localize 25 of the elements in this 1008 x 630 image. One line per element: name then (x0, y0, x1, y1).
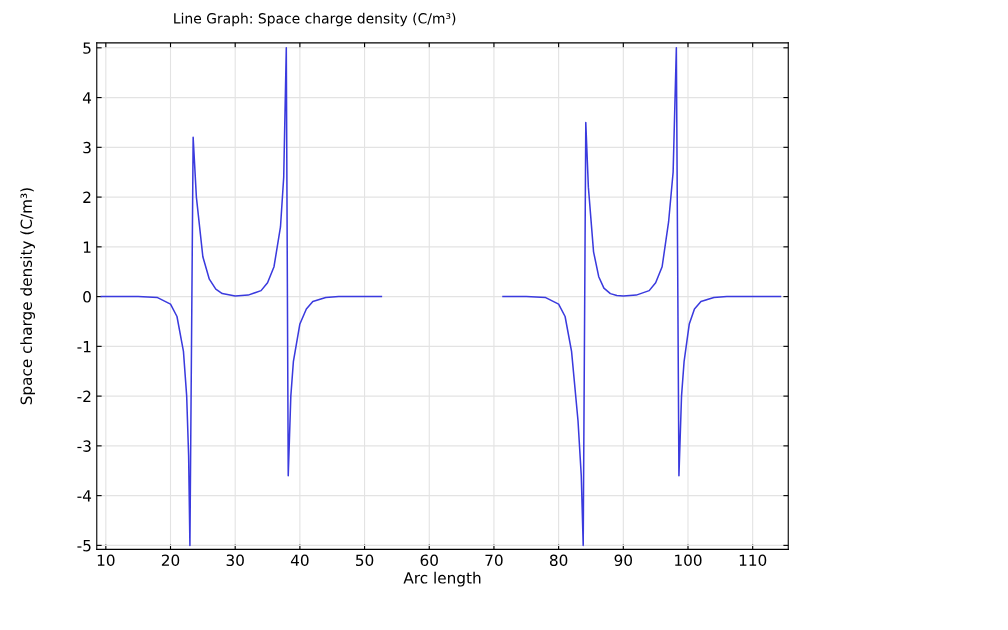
x-tick-label: 60 (420, 554, 438, 567)
y-tick-label: 2 (83, 191, 91, 203)
x-tick-label: 110 (739, 554, 767, 567)
y-tick-label: 4 (82, 92, 92, 104)
x-tick-label: 40 (290, 554, 309, 567)
x-axis-title: Arc length (403, 571, 481, 587)
x-tick-label: 20 (161, 554, 180, 567)
y-tick-label: -1 (77, 341, 91, 353)
x-tick-label: 90 (614, 554, 633, 567)
y-tick-label: -5 (77, 540, 91, 552)
y-tick-label: 3 (83, 141, 91, 154)
y-axis-title: Space charge density (C/m³) (20, 188, 36, 405)
y-tick-label: 1 (83, 241, 91, 253)
x-tick-label: 50 (356, 554, 374, 567)
chart-title: Line Graph: Space charge density (C/m³) (174, 12, 456, 27)
y-tick-label: 5 (83, 42, 91, 54)
x-tick-label: 10 (97, 554, 115, 567)
y-tick-label: -4 (77, 490, 92, 502)
y-tick-label: -3 (77, 440, 91, 452)
y-tick-label: 0 (83, 291, 91, 303)
x-tick-label: 100 (675, 554, 702, 567)
x-tick-label: 80 (549, 554, 568, 567)
x-tick-label: 30 (226, 554, 244, 567)
y-tick-label: -2 (77, 390, 91, 402)
x-tick-label: 70 (485, 554, 503, 567)
